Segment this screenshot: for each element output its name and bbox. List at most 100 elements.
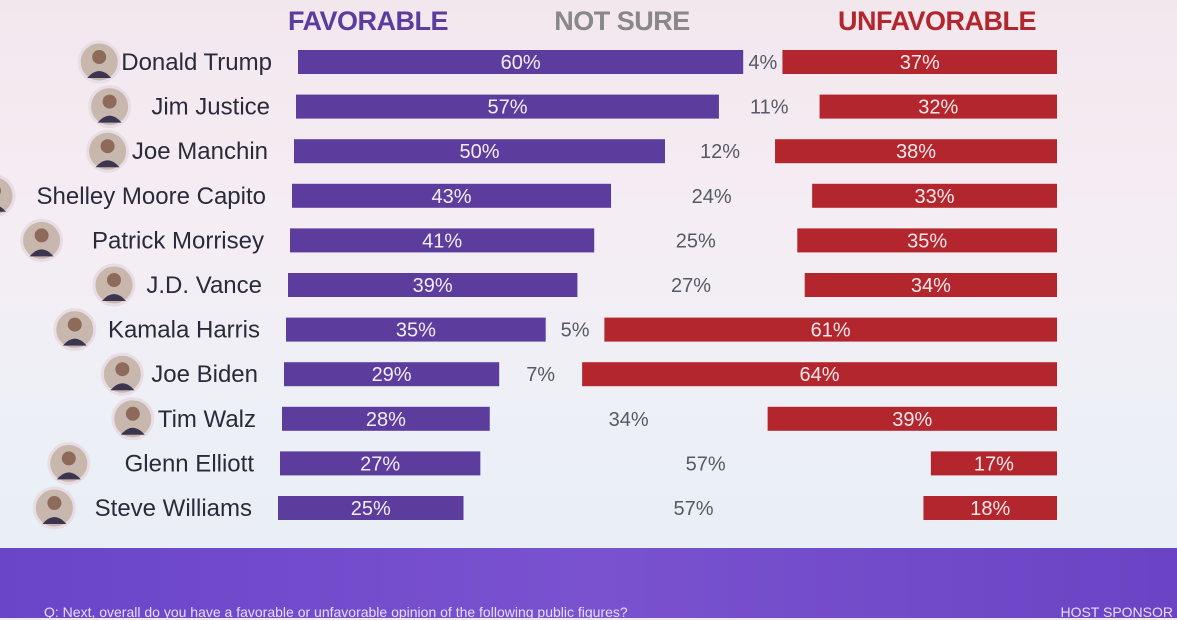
avatar-body-patrick-morrisey	[29, 249, 54, 257]
avatar-body-donald-trump	[87, 71, 112, 78]
chart-row-joe-manchin: Joe Manchin 50% 38% 12%	[86, 129, 1057, 173]
name-label-joe-manchin: Joe Manchin	[132, 138, 268, 165]
avatar-body-shelley-moore-capito	[0, 206, 6, 212]
bar-favorable-kamala-harris	[286, 317, 546, 342]
avatar-body-steve-williams	[42, 517, 67, 524]
label-unfavorable-joe-biden: 64%	[800, 364, 840, 386]
chart-row-tim-walz: Tim Walz 28% 39% 34%	[111, 397, 1057, 441]
label-unfavorable-shelley-moore-capito: 33%	[915, 186, 955, 208]
avatar-body-glenn-elliott	[56, 472, 81, 480]
bar-unfavorable-j-d-vance	[804, 273, 1057, 297]
name-label-j-d-vance: J.D. Vance	[146, 272, 262, 299]
label-not-sure-jim-justice: 11%	[750, 97, 789, 119]
name-label-steve-williams: Steve Williams	[95, 495, 252, 522]
name-label-jim-justice: Jim Justice	[151, 94, 270, 121]
label-unfavorable-jim-justice: 32%	[918, 97, 958, 119]
chart-row-glenn-elliott: Glenn Elliott 27% 17% 57%	[47, 441, 1057, 485]
chart-row-patrick-morrisey: Patrick Morrisey 41% 35% 25%	[20, 218, 1057, 262]
label-favorable-jim-justice: 57%	[487, 97, 527, 119]
chart-row-kamala-harris: Kamala Harris 35% 61% 5%	[53, 308, 1057, 352]
bar-unfavorable-patrick-morrisey	[797, 228, 1057, 253]
chart-row-j-d-vance: J.D. Vance 39% 34% 27%	[92, 263, 1057, 307]
avatar-head-jim-justice	[102, 94, 117, 109]
name-label-kamala-harris: Kamala Harris	[108, 317, 260, 344]
label-unfavorable-glenn-elliott: 17%	[974, 453, 1014, 475]
chart-row-steve-williams: Steve Williams 25% 18% 57%	[32, 486, 1057, 530]
label-not-sure-patrick-morrisey: 25%	[676, 230, 716, 252]
label-not-sure-steve-williams: 57%	[673, 498, 713, 520]
label-unfavorable-steve-williams: 18%	[970, 498, 1010, 520]
label-favorable-glenn-elliott: 27%	[360, 453, 400, 475]
label-favorable-j-d-vance: 39%	[413, 275, 453, 297]
label-favorable-joe-biden: 29%	[372, 364, 412, 386]
bar-favorable-patrick-morrisey	[290, 228, 595, 253]
avatar-head-kamala-harris	[67, 317, 82, 332]
bar-favorable-j-d-vance	[288, 273, 578, 297]
avatar-head-tim-walz	[125, 406, 140, 421]
label-favorable-shelley-moore-capito: 43%	[432, 186, 472, 208]
avatar-body-tim-walz	[120, 427, 145, 435]
name-label-donald-trump: Donald Trump	[121, 49, 272, 76]
avatar-body-kamala-harris	[62, 338, 87, 346]
bar-unfavorable-tim-walz	[767, 406, 1057, 431]
label-favorable-donald-trump: 60%	[501, 52, 541, 74]
bar-favorable-joe-biden	[284, 362, 500, 387]
avatar-head-steve-williams	[47, 496, 62, 510]
label-not-sure-j-d-vance: 27%	[671, 275, 711, 297]
label-not-sure-shelley-moore-capito: 24%	[692, 186, 732, 208]
label-not-sure-joe-biden: 7%	[526, 364, 555, 386]
label-unfavorable-tim-walz: 39%	[892, 409, 932, 431]
label-unfavorable-j-d-vance: 34%	[911, 275, 951, 297]
host-sponsor: HOST SPONSOR	[1060, 604, 1173, 620]
bar-favorable-donald-trump	[298, 50, 744, 74]
label-unfavorable-joe-manchin: 38%	[896, 141, 936, 163]
bar-favorable-joe-manchin	[294, 139, 665, 164]
name-label-patrick-morrisey: Patrick Morrisey	[92, 227, 264, 254]
name-label-shelley-moore-capito: Shelley Moore Capito	[37, 183, 266, 210]
bar-unfavorable-donald-trump	[782, 50, 1057, 74]
chart-row-joe-biden: Joe Biden 29% 64% 7%	[100, 352, 1057, 396]
bar-favorable-shelley-moore-capito	[292, 183, 612, 208]
favorability-chart: FAVORABLE NOT SURE UNFAVORABLE Donald Trump…	[0, 6, 1057, 530]
bar-favorable-tim-walz	[282, 406, 490, 431]
label-unfavorable-donald-trump: 37%	[900, 52, 940, 74]
avatar-head-j-d-vance	[107, 273, 121, 287]
chart-row-shelley-moore-capito: Shelley Moore Capito 43% 33% 24%	[0, 175, 1057, 217]
avatar-head-shelley-moore-capito	[0, 187, 1, 195]
name-label-joe-biden: Joe Biden	[151, 361, 258, 388]
avatar-body-joe-biden	[110, 383, 135, 391]
label-not-sure-glenn-elliott: 57%	[686, 453, 726, 475]
label-not-sure-tim-walz: 34%	[609, 409, 649, 431]
bar-favorable-steve-williams	[278, 496, 464, 520]
label-not-sure-joe-manchin: 12%	[700, 141, 740, 163]
bar-unfavorable-jim-justice	[819, 94, 1057, 119]
label-favorable-tim-walz: 28%	[366, 409, 406, 431]
bar-favorable-jim-justice	[296, 94, 719, 119]
bar-unfavorable-shelley-moore-capito	[812, 183, 1057, 208]
avatar-body-j-d-vance	[102, 294, 126, 301]
footer-banner: Q: Next, overall do you have a favorable…	[0, 548, 1177, 620]
avatar-head-donald-trump	[92, 50, 107, 64]
label-unfavorable-patrick-morrisey: 35%	[907, 230, 947, 252]
avatar-head-patrick-morrisey	[34, 228, 49, 243]
avatar-head-joe-biden	[115, 362, 130, 377]
label-not-sure-kamala-harris: 5%	[561, 320, 590, 342]
label-favorable-joe-manchin: 50%	[459, 141, 499, 163]
bar-unfavorable-steve-williams	[923, 496, 1057, 520]
bar-unfavorable-kamala-harris	[604, 317, 1057, 342]
avatar-body-joe-manchin	[95, 160, 120, 168]
survey-question: Q: Next, overall do you have a favorable…	[44, 604, 628, 620]
avatar-head-glenn-elliott	[61, 451, 76, 466]
avatar-body-jim-justice	[97, 115, 122, 123]
label-favorable-kamala-harris: 35%	[396, 320, 436, 342]
bar-unfavorable-glenn-elliott	[930, 451, 1057, 476]
name-label-glenn-elliott: Glenn Elliott	[125, 450, 255, 477]
name-label-tim-walz: Tim Walz	[158, 406, 256, 433]
label-favorable-steve-williams: 25%	[351, 498, 391, 520]
chart-row-donald-trump: Donald Trump 60% 37% 4%	[77, 40, 1057, 84]
label-favorable-patrick-morrisey: 41%	[422, 230, 462, 252]
bar-unfavorable-joe-manchin	[775, 139, 1057, 164]
avatar-shelley-moore-capito	[0, 175, 16, 217]
column-header-favorable: FAVORABLE	[288, 6, 448, 36]
label-unfavorable-kamala-harris: 61%	[811, 320, 851, 342]
